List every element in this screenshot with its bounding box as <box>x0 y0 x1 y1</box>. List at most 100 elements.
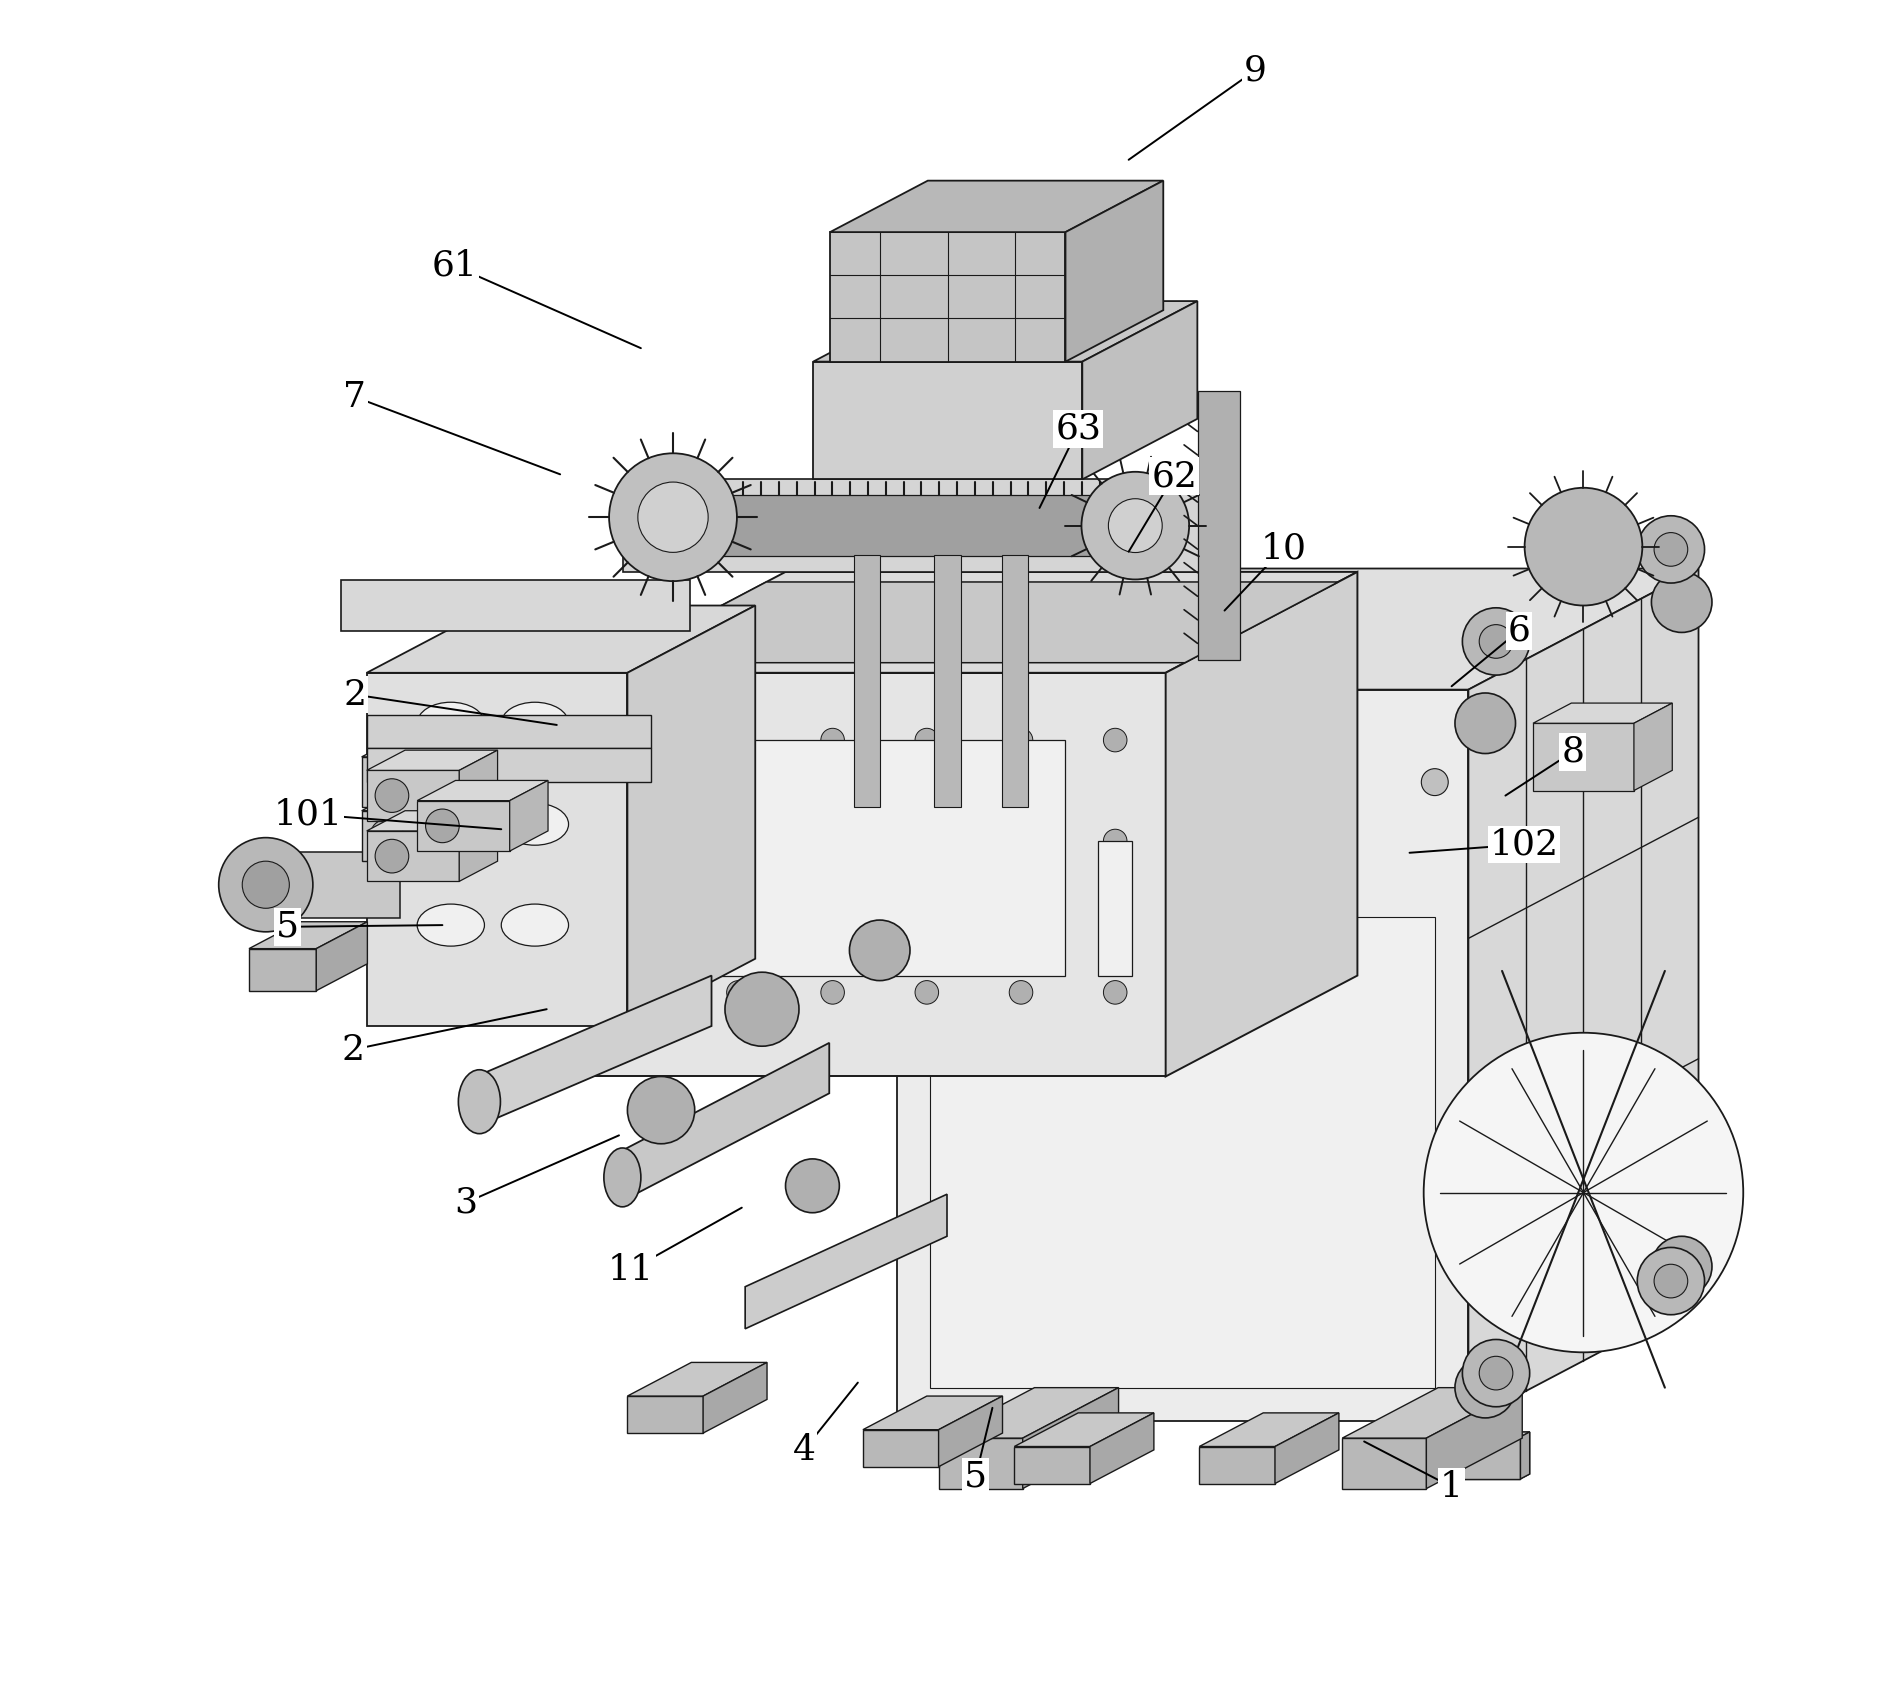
Ellipse shape <box>502 804 568 844</box>
Polygon shape <box>248 949 316 991</box>
Polygon shape <box>595 572 1358 673</box>
Polygon shape <box>1343 1438 1426 1489</box>
Circle shape <box>727 981 750 1004</box>
Circle shape <box>820 981 845 1004</box>
Polygon shape <box>813 362 1081 479</box>
Ellipse shape <box>502 703 568 743</box>
Text: 63: 63 <box>1055 412 1100 446</box>
Polygon shape <box>939 1396 1002 1467</box>
Polygon shape <box>1521 1431 1530 1478</box>
Polygon shape <box>830 232 1066 362</box>
Circle shape <box>1455 1357 1515 1418</box>
Polygon shape <box>1468 569 1699 1421</box>
Circle shape <box>375 779 409 812</box>
Polygon shape <box>1199 1413 1339 1447</box>
Ellipse shape <box>604 1149 640 1208</box>
Circle shape <box>1303 769 1330 796</box>
Circle shape <box>727 728 750 752</box>
Text: 2: 2 <box>341 1033 366 1066</box>
Circle shape <box>968 769 994 796</box>
Polygon shape <box>1453 1436 1521 1478</box>
Polygon shape <box>830 180 1163 232</box>
Circle shape <box>627 1076 695 1144</box>
Text: 1: 1 <box>1439 1470 1462 1504</box>
Polygon shape <box>367 831 458 881</box>
Polygon shape <box>703 1362 767 1433</box>
Polygon shape <box>672 496 1152 557</box>
Ellipse shape <box>458 1070 500 1134</box>
Polygon shape <box>1453 1431 1530 1436</box>
Polygon shape <box>1002 555 1028 807</box>
Circle shape <box>369 819 403 853</box>
Circle shape <box>786 1159 839 1213</box>
Polygon shape <box>864 1396 1002 1430</box>
Circle shape <box>1420 769 1449 796</box>
Ellipse shape <box>502 905 568 945</box>
Text: 61: 61 <box>432 249 477 283</box>
Circle shape <box>915 829 939 853</box>
Circle shape <box>968 870 994 897</box>
Circle shape <box>633 829 655 853</box>
Text: 8: 8 <box>1561 735 1583 769</box>
Polygon shape <box>1099 841 1133 976</box>
Polygon shape <box>678 740 1064 976</box>
Polygon shape <box>627 1396 703 1433</box>
Polygon shape <box>1015 1447 1089 1484</box>
Circle shape <box>1479 1356 1513 1389</box>
Circle shape <box>1104 981 1127 1004</box>
Circle shape <box>915 981 939 1004</box>
Polygon shape <box>1023 1388 1119 1489</box>
Text: 9: 9 <box>1242 54 1267 87</box>
Polygon shape <box>1066 180 1163 362</box>
Circle shape <box>426 809 458 843</box>
Polygon shape <box>854 555 881 807</box>
Circle shape <box>820 829 845 853</box>
Ellipse shape <box>417 804 485 844</box>
Circle shape <box>1085 870 1112 897</box>
Polygon shape <box>813 301 1197 362</box>
Polygon shape <box>1275 1413 1339 1484</box>
Circle shape <box>1010 829 1032 853</box>
Polygon shape <box>1532 703 1672 723</box>
Polygon shape <box>1197 392 1239 661</box>
Polygon shape <box>417 780 547 801</box>
Polygon shape <box>896 569 1699 690</box>
Circle shape <box>1479 624 1513 658</box>
Polygon shape <box>934 555 962 807</box>
Polygon shape <box>367 811 498 831</box>
Circle shape <box>1652 572 1712 632</box>
Polygon shape <box>462 787 508 861</box>
Polygon shape <box>367 673 627 1026</box>
Circle shape <box>1010 981 1032 1004</box>
Polygon shape <box>367 606 756 673</box>
Circle shape <box>1462 607 1530 674</box>
Circle shape <box>1081 473 1189 580</box>
Polygon shape <box>1521 1431 1530 1478</box>
Polygon shape <box>248 922 367 949</box>
Polygon shape <box>744 1194 947 1329</box>
Ellipse shape <box>417 905 485 945</box>
Text: 5: 5 <box>277 910 299 944</box>
Circle shape <box>1104 829 1127 853</box>
Circle shape <box>242 861 290 908</box>
Polygon shape <box>864 1430 939 1467</box>
Polygon shape <box>367 715 652 748</box>
Polygon shape <box>367 748 652 782</box>
Text: 5: 5 <box>964 1460 987 1494</box>
Polygon shape <box>896 690 1468 1421</box>
Circle shape <box>727 829 750 853</box>
Circle shape <box>638 483 708 552</box>
Text: 62: 62 <box>1152 459 1197 493</box>
Polygon shape <box>362 757 462 807</box>
Circle shape <box>1010 728 1032 752</box>
Text: 3: 3 <box>455 1186 477 1219</box>
Circle shape <box>1108 500 1163 553</box>
Polygon shape <box>458 750 498 821</box>
Text: 10: 10 <box>1260 532 1307 565</box>
Circle shape <box>1104 728 1127 752</box>
Circle shape <box>915 728 939 752</box>
Polygon shape <box>1089 1413 1153 1484</box>
Polygon shape <box>1015 1413 1153 1447</box>
Polygon shape <box>623 479 1224 572</box>
Polygon shape <box>930 917 1436 1388</box>
